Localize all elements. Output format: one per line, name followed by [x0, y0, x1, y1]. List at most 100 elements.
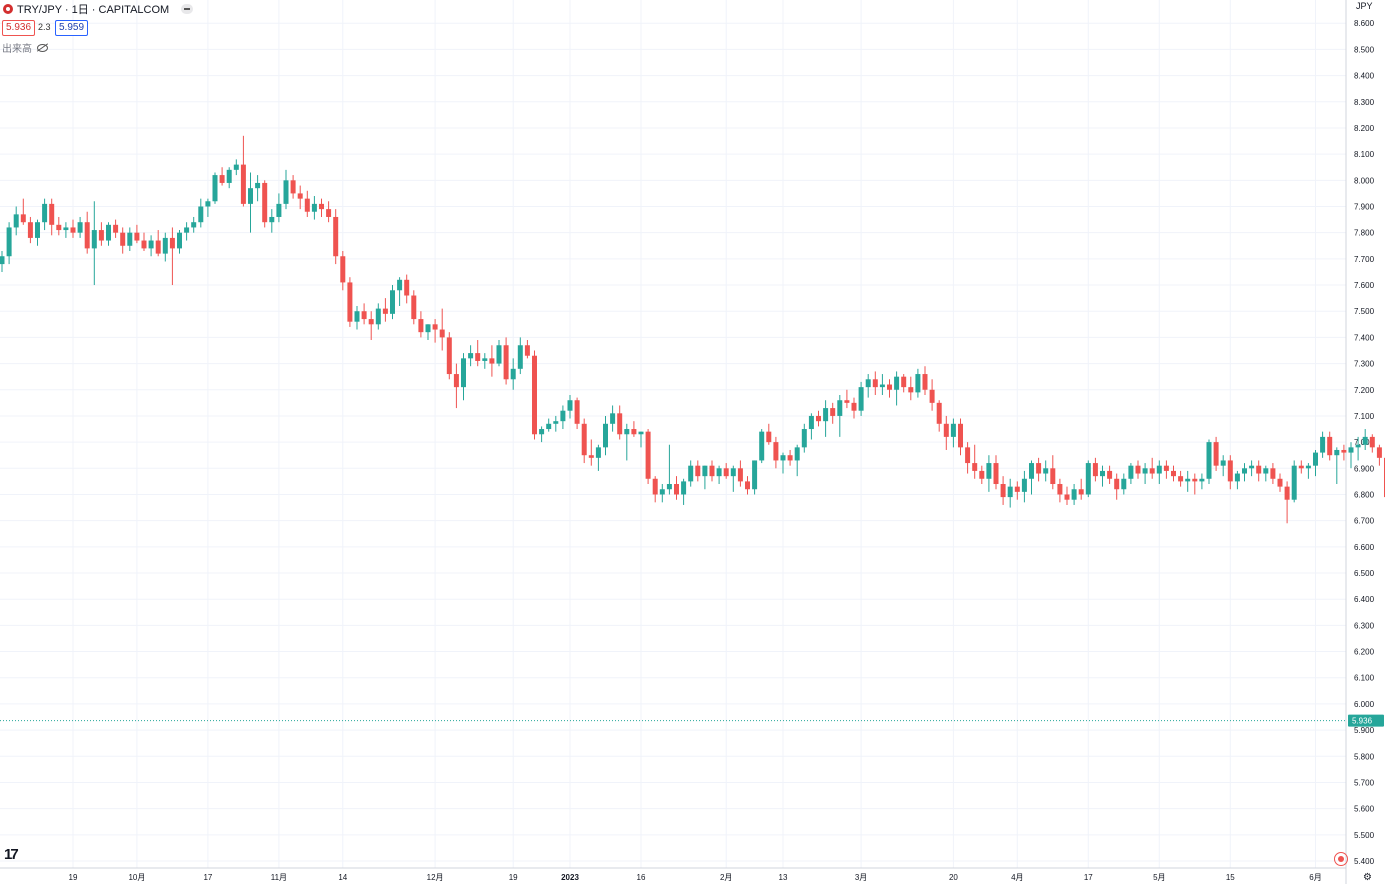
candle-body: [304, 198, 310, 212]
y-tick-label: 5.700: [1354, 778, 1375, 787]
candle-body: [290, 180, 296, 194]
x-tick-label: 13: [779, 873, 788, 882]
candle-body: [375, 308, 381, 325]
candle-body: [1050, 468, 1056, 485]
candle-body: [1334, 449, 1340, 456]
candle-body: [659, 489, 665, 495]
candle-body: [1007, 486, 1013, 498]
candle-body: [1114, 478, 1120, 490]
candle-body: [780, 455, 786, 461]
candle-body: [1256, 465, 1262, 474]
candle-body: [248, 188, 253, 204]
candle-body: [162, 237, 168, 254]
y-tick-label: 5.600: [1354, 805, 1375, 814]
candle-body: [56, 224, 62, 231]
candle-body: [524, 345, 530, 356]
candle-body: [255, 182, 261, 189]
candle-body: [1014, 486, 1020, 492]
tradingview-logo[interactable]: 17: [4, 846, 19, 863]
candle-body: [1163, 465, 1169, 471]
x-tick-label: 20: [949, 873, 958, 882]
candle-body: [169, 237, 175, 249]
candle-body: [1348, 447, 1354, 453]
candle-body: [929, 389, 935, 403]
candle-body: [972, 463, 978, 471]
candle-body: [681, 481, 687, 495]
candle-body: [702, 465, 708, 477]
candle-body: [773, 442, 779, 461]
candle-body: [801, 429, 807, 448]
x-tick-label: 16: [637, 873, 646, 882]
candle-body: [1092, 463, 1098, 477]
candle-body: [240, 164, 246, 204]
candle-body: [1036, 463, 1042, 474]
candle-body: [688, 465, 694, 482]
hide-eye-icon[interactable]: [37, 43, 48, 52]
candle-body: [794, 447, 800, 461]
candle-body: [84, 222, 90, 249]
y-tick-label: 8.200: [1354, 124, 1375, 133]
candle-body: [382, 308, 388, 314]
candle-body: [134, 232, 140, 241]
candle-body: [865, 379, 871, 388]
y-tick-label: 6.900: [1354, 464, 1375, 473]
candle-body: [1043, 468, 1049, 474]
candle-body: [574, 400, 580, 424]
sell-price-button[interactable]: 5.936: [2, 20, 36, 36]
y-tick-label: 6.700: [1354, 517, 1375, 526]
candle-body: [709, 465, 715, 477]
candle-body: [1149, 468, 1155, 474]
candle-body: [1071, 489, 1077, 500]
live-indicator-icon[interactable]: [1334, 852, 1348, 866]
candle-body: [979, 470, 985, 479]
candle-body: [716, 468, 722, 477]
collapse-legend-button[interactable]: [181, 4, 194, 14]
candle-body: [212, 175, 218, 202]
candle-body: [1135, 465, 1141, 474]
candle-body: [652, 478, 658, 495]
candle-body: [908, 387, 914, 393]
last-price-tag: [1348, 714, 1384, 727]
candle-body: [354, 311, 360, 322]
x-tick-label: 2023: [561, 873, 579, 882]
candle-body: [120, 232, 126, 246]
candle-body: [6, 227, 12, 257]
candle-body: [333, 216, 339, 257]
candle-body: [595, 447, 601, 458]
candle-body: [397, 279, 403, 291]
y-tick-label: 7.900: [1354, 203, 1375, 212]
x-tick-label: 6月: [1309, 873, 1321, 882]
candle-body: [482, 358, 488, 361]
candle-body: [617, 413, 623, 435]
candle-body: [950, 423, 956, 437]
candle-body: [489, 358, 495, 364]
candle-body: [177, 232, 182, 249]
candle-body: [1327, 436, 1333, 456]
y-tick-label: 6.200: [1354, 648, 1375, 657]
candle-body: [326, 209, 332, 217]
candle-body: [368, 319, 374, 325]
y-tick-label: 6.500: [1354, 569, 1375, 578]
candle-body: [1355, 444, 1361, 448]
candle-body: [1277, 478, 1283, 487]
candle-body: [446, 337, 452, 375]
candle-body: [1298, 465, 1304, 469]
candle-body: [1234, 473, 1240, 482]
candle-body: [361, 311, 367, 320]
x-tick-label: 14: [338, 873, 347, 882]
candle-body: [823, 408, 829, 422]
candle-body: [737, 468, 743, 482]
candle-body: [226, 169, 232, 183]
candle-body: [198, 206, 204, 223]
candle-body: [283, 180, 289, 204]
x-tick-label: 5月: [1153, 873, 1165, 882]
buy-price-button[interactable]: 5.959: [55, 20, 89, 36]
candle-body: [148, 240, 154, 249]
symbol-title[interactable]: TRY/JPY · 1日 · CAPITALCOM: [17, 4, 170, 16]
candle-body: [858, 387, 864, 411]
candle-body: [830, 408, 836, 416]
settings-gear-icon[interactable]: ⚙: [1363, 872, 1372, 883]
axis-currency-label[interactable]: JPY: [1356, 1, 1373, 11]
last-price-label: 5.936: [1352, 717, 1373, 726]
